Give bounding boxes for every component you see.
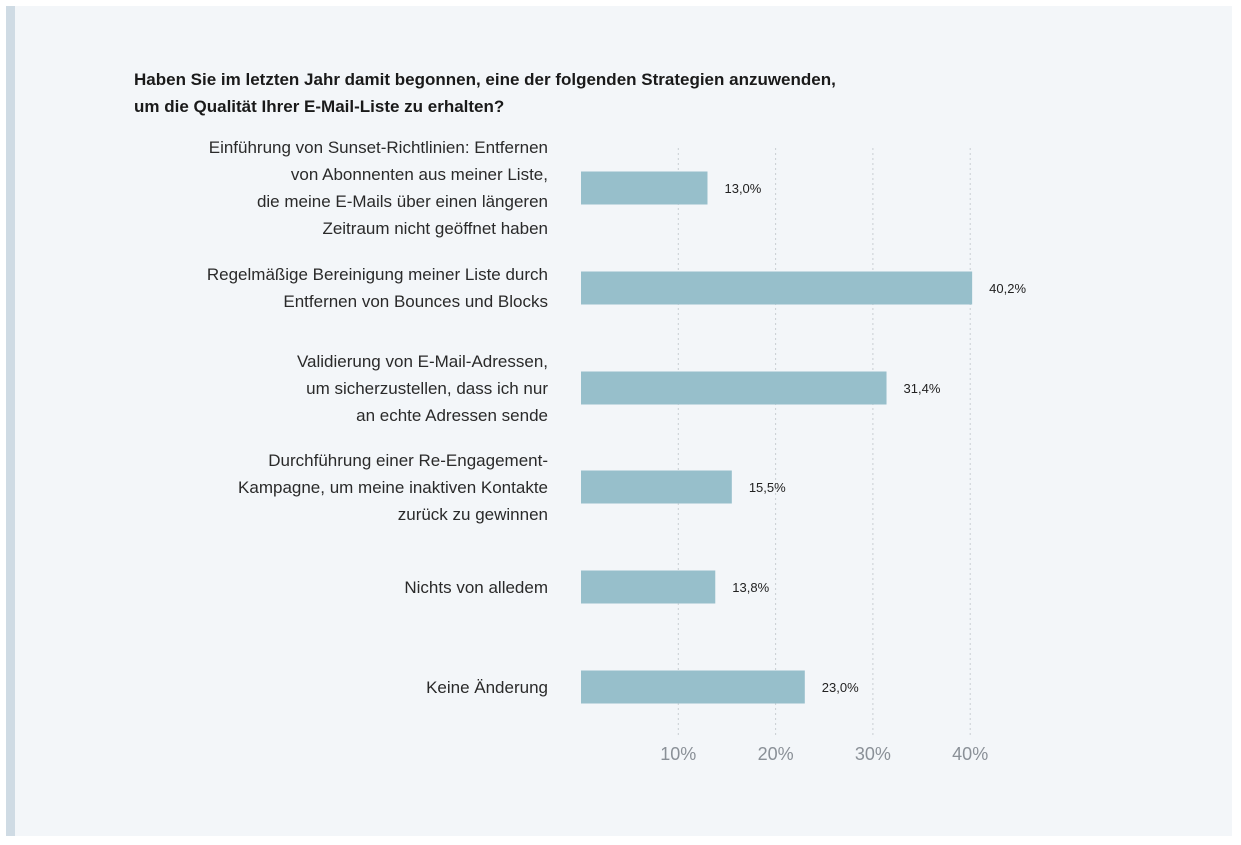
x-tick-label-40: 40% <box>952 744 988 764</box>
x-tick-label-20: 20% <box>758 744 794 764</box>
bar-1 <box>581 171 708 205</box>
category-label-6: Keine Änderung <box>108 674 548 701</box>
category-label-5-line-1: Nichts von alledem <box>404 577 548 597</box>
value-label-5: 13,8% <box>732 580 769 595</box>
bar-4 <box>581 470 732 504</box>
x-tick-label-30: 30% <box>855 744 891 764</box>
category-label-1-line-3: die meine E-Mails über einen längeren <box>256 192 548 211</box>
category-label-2-line-1: Regelmäßige Bereinigung meiner Liste dur… <box>206 265 548 284</box>
category-label-5: Nichts von alledem <box>108 574 548 601</box>
category-label-3: Validierung von E-Mail-Adressen, um siche… <box>108 348 548 429</box>
category-label-2: Regelmäßige Bereinigung meiner Liste dur… <box>108 261 548 315</box>
category-label-6-line-1: Keine Änderung <box>426 677 548 697</box>
category-label-1-line-1: Einführung von Sunset-Richtlinien: Entfe… <box>208 138 548 157</box>
value-label-6: 23,0% <box>822 680 859 695</box>
chart-title-line-2: um die Qualität Ihrer E-Mail-Liste zu er… <box>134 97 505 116</box>
category-label-4-line-1: Durchführung einer Re-Engagement- <box>268 450 548 470</box>
category-label-1-line-2: von Abonnenten aus meiner Liste, <box>290 165 548 184</box>
category-label-3-line-3: an echte Adressen sende <box>356 405 548 425</box>
value-label-1: 13,0% <box>724 181 761 196</box>
bar-5 <box>581 570 716 604</box>
category-label-3-line-2: um sicherzustellen, dass ich nur <box>306 378 548 398</box>
category-label-1-line-4: Zeitraum nicht geöffnet haben <box>322 219 548 238</box>
bar-6 <box>581 670 805 704</box>
chart-title: Haben Sie im letzten Jahr damit begonnen… <box>134 66 1034 120</box>
value-label-4: 15,5% <box>749 480 786 495</box>
value-label-2: 40,2% <box>989 281 1026 296</box>
bar-2 <box>581 271 973 305</box>
category-label-2-line-2: Entfernen von Bounces und Blocks <box>283 292 548 311</box>
category-label-4-line-2: Kampagne, um meine inaktiven Kontakte <box>238 477 548 497</box>
category-label-3-line-1: Validierung von E-Mail-Adressen, <box>296 351 548 371</box>
left-accent-bar <box>6 6 15 836</box>
bar-3 <box>581 371 887 405</box>
category-label-4-line-3: zurück zu gewinnen <box>397 504 548 524</box>
value-label-3: 31,4% <box>904 381 941 396</box>
x-tick-label-10: 10% <box>660 744 696 764</box>
category-label-1: Einführung von Sunset-Richtlinien: Entfe… <box>108 134 548 242</box>
chart-title-line-1: Haben Sie im letzten Jahr damit begonnen… <box>134 70 836 89</box>
category-label-4: Durchführung einer Re-Engagement- Kampagn… <box>108 447 548 528</box>
